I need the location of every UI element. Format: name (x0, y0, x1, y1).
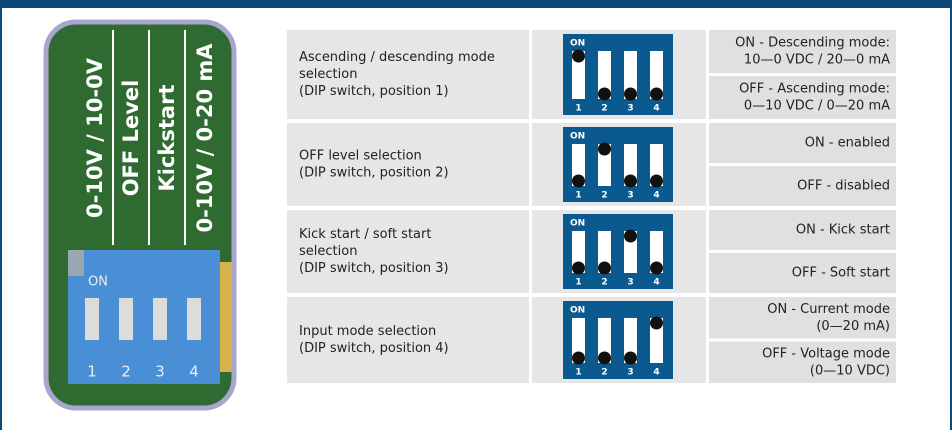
dip-knob (598, 142, 611, 156)
on-cell (709, 123, 896, 163)
dip-number: 4 (653, 368, 659, 378)
cell-text: (0—20 mA) (816, 319, 890, 334)
cell-text: OFF - Ascending mode: (739, 82, 890, 97)
cell-text: (0—10 VDC) (810, 363, 890, 378)
on-cell (709, 30, 896, 73)
dip-switch (650, 51, 663, 99)
description-cell (287, 210, 529, 293)
off-cell (709, 166, 896, 206)
cell-text: Input mode selection (299, 324, 436, 339)
dip-switch (650, 318, 663, 363)
pcb-photo: 0-10V / 10-0V OFF Level Kickstart 0-10V / 0… (43, 19, 237, 411)
dip-knob (650, 316, 663, 330)
cell-text: Ascending / descending mode (299, 50, 495, 65)
cell-text: ON - Kick start (796, 223, 890, 238)
on-cell (709, 297, 896, 339)
pcb-switch-number: 3 (155, 363, 165, 381)
dip-knob (650, 87, 663, 101)
dip-knob (598, 87, 611, 101)
cell-text: ON - Descending mode: (735, 36, 890, 51)
dip-number: 3 (627, 104, 633, 114)
dip-knob (650, 174, 663, 188)
dip-number: 1 (575, 278, 581, 288)
pcb-switch-number: 1 (87, 363, 97, 381)
off-cell (709, 341, 896, 383)
pcb-switch (187, 298, 201, 340)
dip-knob (598, 351, 611, 365)
pcb-dip-corner (68, 250, 84, 276)
off-cell (709, 253, 896, 293)
dip-number: 3 (627, 368, 633, 378)
pcb-switch (153, 298, 167, 340)
cell-text: ON - Current mode (767, 302, 890, 317)
dip-knob (598, 261, 611, 275)
dip-knob (624, 174, 637, 188)
cell-text: OFF - Soft start (792, 266, 890, 281)
cell-text: OFF level selection (299, 149, 422, 164)
dip-number: 4 (653, 104, 659, 114)
off-cell (709, 76, 896, 119)
pcb-dip-label: ON (88, 275, 108, 290)
cell-text: OFF - Voltage mode (762, 346, 890, 361)
dip-number: 2 (601, 278, 607, 288)
cell-text: OFF - disabled (797, 179, 890, 194)
dip-switch (572, 51, 585, 99)
pcb-switch-number: 2 (121, 363, 131, 381)
dip-knob (624, 229, 637, 243)
cell-text: (DIP switch, position 1) (299, 84, 449, 99)
dip-switch (624, 51, 637, 99)
dip-switch (598, 51, 611, 99)
dip-knob (624, 87, 637, 101)
dip-label: ON (570, 219, 585, 229)
cell-text: ON - enabled (805, 136, 890, 151)
cell-text: 0—10 VDC / 0—20 mA (744, 99, 890, 114)
on-cell (709, 210, 896, 250)
dip-number: 4 (653, 191, 659, 201)
dip-knob (624, 351, 637, 365)
dip-label: ON (570, 132, 585, 142)
dip-switch (624, 318, 637, 363)
description-cell (287, 123, 529, 206)
pcb-label: 0-10V / 0-20 mA (193, 43, 217, 233)
dip-number: 3 (627, 191, 633, 201)
description-cell (287, 297, 529, 383)
pcb-label: 0-10V / 10-0V (83, 57, 107, 218)
dip-number: 1 (575, 368, 581, 378)
dip-knob (572, 351, 585, 365)
cell-text: selection (299, 244, 357, 259)
dip-number: 3 (627, 278, 633, 288)
dip-number: 2 (601, 368, 607, 378)
dip-switch (572, 318, 585, 363)
pcb-switch-number: 4 (189, 363, 199, 381)
dip-number: 4 (653, 278, 659, 288)
dip-switch (598, 318, 611, 363)
dip-knob (572, 49, 585, 63)
dip-knob (572, 261, 585, 275)
cell-text: 10—0 VDC / 20—0 mA (744, 53, 890, 68)
dip-number: 1 (575, 104, 581, 114)
cell-text: (DIP switch, position 2) (299, 166, 449, 181)
dip-number: 2 (601, 191, 607, 201)
pcb-label: Kickstart (155, 85, 179, 192)
pcb-pads (220, 262, 232, 372)
pcb-switch (119, 298, 133, 340)
dip-knob (650, 261, 663, 275)
dip-number: 1 (575, 191, 581, 201)
dip-label: ON (570, 306, 585, 316)
pcb-label: OFF Level (119, 80, 143, 197)
dip-knob (572, 174, 585, 188)
cell-text: (DIP switch, position 4) (299, 341, 449, 356)
description-cell (287, 30, 529, 119)
dip-number: 2 (601, 104, 607, 114)
cell-text: (DIP switch, position 3) (299, 261, 449, 276)
cell-text: selection (299, 67, 357, 82)
dip-label: ON (570, 39, 585, 49)
cell-text: Kick start / soft start (299, 227, 431, 242)
top-bar (0, 0, 952, 8)
pcb-switch (85, 298, 99, 340)
